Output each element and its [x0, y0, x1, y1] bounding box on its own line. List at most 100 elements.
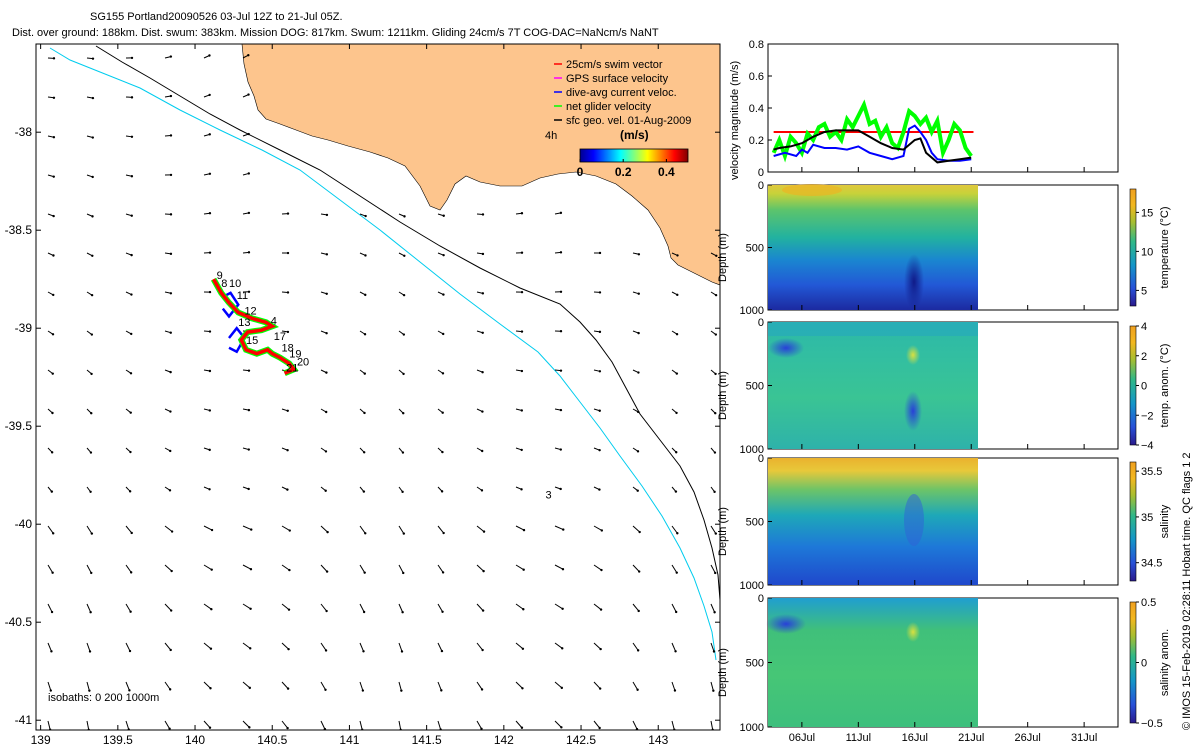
velocity-arrow [476, 681, 483, 690]
velocity-arrow-head [481, 213, 485, 216]
velocity-arrow-head [637, 570, 641, 573]
velocity-arrow-head [52, 214, 55, 218]
depth-tick-label: 1000 [740, 580, 764, 592]
depth-tick-label: 1000 [740, 722, 764, 734]
velocity-arrow-head [362, 490, 366, 493]
velocity-arrow-head [129, 372, 133, 375]
velocity-arrow [437, 564, 444, 573]
velocity-arrow-head [286, 291, 290, 294]
depth-tick-label: 1000 [740, 444, 764, 456]
velocity-arrow-head [480, 688, 484, 691]
section-colorbar-tick-label: 5 [1141, 285, 1147, 297]
velocity-arrow [476, 525, 485, 533]
velocity-arrow [359, 564, 366, 573]
velocity-arrow-head [247, 290, 251, 293]
velocity-arrow-head [325, 253, 329, 256]
velocity-arrow-head [90, 532, 94, 535]
velocity-arrow-head [130, 96, 134, 99]
velocity-arrow-head [288, 529, 291, 532]
velocity-arrow-head [522, 568, 525, 571]
velocity-arrow-head [91, 254, 94, 257]
velocity-arrow-head [286, 251, 290, 255]
map-ytick-label: -40.5 [5, 615, 33, 629]
velocity-arrow [47, 525, 54, 534]
velocity-arrow-head [286, 212, 290, 215]
velocity-arrow [671, 525, 678, 534]
velocity-arrow-head [598, 251, 602, 255]
velocity-arrow [515, 642, 524, 650]
velocity-arrow [554, 681, 563, 689]
colorbar-tick-label: 0.4 [658, 165, 675, 179]
velocity-arrow-head [247, 487, 250, 491]
velocity-arrow [671, 681, 676, 691]
velocity-arrow-head [129, 450, 132, 454]
velocity-arrow-head [286, 488, 289, 491]
map-xtick-label: 143 [648, 733, 668, 747]
velocity-arrow-head [598, 726, 601, 730]
velocity-arrow-head [130, 293, 133, 296]
temp-anomaly-section [767, 321, 1119, 450]
track-dive-label: 19 [289, 349, 301, 361]
velocity-arrow-head [50, 451, 54, 454]
map-xtick-label: 140.5 [257, 733, 287, 747]
velocity-arrow [437, 720, 442, 730]
velocity-arrow-head [130, 175, 134, 178]
velocity-arrow [554, 642, 563, 649]
velocity-arrow-head [325, 213, 329, 217]
velocity-arrow [47, 681, 52, 691]
velocity-arrow [359, 525, 366, 534]
velocity-arrow [593, 681, 601, 689]
velocity-ylabel: velocity magnitude (m/s) [729, 61, 741, 180]
velocity-arrow [281, 603, 290, 611]
velocity-arrow [515, 564, 524, 571]
velocity-arrow [710, 642, 715, 652]
velocity-arrow [593, 564, 602, 571]
velocity-arrow-head [91, 175, 94, 179]
map-ytick-label: -40 [15, 517, 33, 531]
speed-colorbar: 4h (m/s) 0 0.2 0.4 [545, 128, 689, 179]
velocity-arrow-head [210, 568, 213, 571]
velocity-arrow-head [636, 688, 639, 691]
velocity-arrow [710, 603, 716, 613]
velocity-arrow [515, 720, 523, 729]
velocity-arrow-head [208, 290, 212, 294]
velocity-arrow-head [441, 372, 445, 375]
velocity-arrow [281, 525, 291, 531]
velocity-arrow-head [674, 490, 678, 493]
salinity-section [767, 457, 1119, 586]
velocity-arrow [632, 525, 641, 533]
velocity-arrow [593, 642, 601, 650]
legend-label: net glider velocity [566, 101, 651, 113]
velocity-arrow-head [286, 449, 289, 452]
depth-axis-label: Depth (m) [717, 371, 729, 420]
velocity-arrow-head [521, 647, 525, 650]
section-colorbar-tick-label: 15 [1141, 207, 1153, 219]
velocity-panel: 0 0.2 0.4 0.6 0.8 velocity magnitude (m/s) [729, 39, 1119, 180]
section-colorbar-tick-label: 34.5 [1141, 558, 1162, 570]
velocity-arrow-head [51, 372, 54, 375]
velocity-arrow-head [714, 333, 718, 336]
velocity-arrow [359, 681, 364, 691]
velocity-arrow [554, 564, 564, 570]
isobaths-label: isobaths: 0 200 1000m [48, 692, 159, 704]
velocity-arrow-head [480, 449, 484, 453]
velocity-arrow-head [287, 608, 291, 611]
velocity-arrow-head [363, 411, 366, 415]
velocity-arrow-head [208, 172, 212, 175]
velocity-arrow-head [169, 648, 172, 652]
track-dive-label: 12 [244, 305, 256, 317]
velocity-arrow-head [247, 408, 251, 412]
velocity-arrow-head [559, 369, 563, 372]
depth-tick-label: 0 [758, 317, 764, 329]
velocity-arrow-head [208, 251, 212, 254]
velocity-arrow-head [560, 726, 563, 729]
map-ytick-label: -41 [15, 713, 33, 727]
velocity-arrow-head [51, 411, 54, 415]
velocity-arrow-head [169, 252, 173, 256]
velocity-arrow-head [247, 448, 250, 451]
velocity-arrow-head [247, 172, 250, 175]
velocity-arrow-head [52, 57, 56, 60]
velocity-arrow-head [560, 686, 564, 690]
velocity-arrow-head [520, 726, 524, 729]
